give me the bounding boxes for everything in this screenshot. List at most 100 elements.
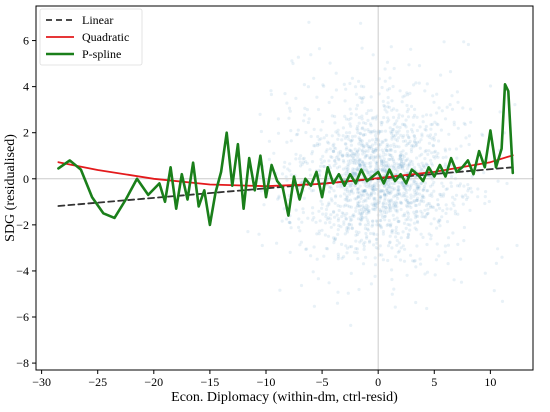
scatter-point (340, 138, 344, 142)
scatter-point (331, 143, 335, 148)
scatter-point (355, 167, 359, 171)
scatter-point (353, 171, 357, 175)
scatter-point (345, 190, 350, 194)
scatter-point (424, 204, 429, 208)
scatter-point (420, 161, 424, 165)
scatter-point (397, 219, 401, 223)
scatter-point (350, 138, 354, 142)
scatter-point (409, 193, 413, 197)
scatter-point (412, 221, 417, 225)
scatter-point (438, 224, 442, 228)
scatter-point (302, 156, 306, 160)
scatter-point (367, 161, 371, 166)
scatter-point (340, 214, 344, 219)
scatter-point (373, 263, 378, 267)
scatter-point (420, 181, 424, 185)
scatter-point (385, 164, 389, 168)
scatter-point (462, 239, 466, 243)
scatter-point (338, 204, 342, 208)
scatter-point (405, 158, 409, 162)
scatter-point (397, 181, 401, 185)
scatter-point (480, 132, 484, 136)
scatter-point (408, 139, 412, 143)
scatter-point (368, 184, 372, 188)
scatter-point (426, 202, 430, 206)
scatter-point (352, 213, 356, 217)
scatter-point (302, 83, 306, 87)
scatter-point (394, 208, 398, 212)
scatter-point (394, 168, 398, 172)
scatter-point (306, 85, 310, 89)
scatter-point (396, 250, 400, 254)
scatter-point (404, 191, 408, 195)
scatter-point (316, 143, 320, 148)
scatter-point (387, 206, 391, 210)
scatter-point (370, 202, 374, 206)
scatter-point (383, 108, 387, 112)
scatter-point (359, 238, 364, 242)
scatter-point (321, 212, 325, 216)
scatter-point (333, 236, 337, 240)
scatter-point (444, 155, 448, 159)
scatter-point (330, 199, 334, 203)
scatter-point (326, 234, 331, 238)
scatter-point (402, 134, 406, 138)
scatter-point (382, 115, 386, 120)
scatter-point (414, 209, 419, 213)
scatter-point (464, 193, 468, 197)
scatter-point (400, 182, 404, 186)
scatter-point (385, 189, 389, 193)
scatter-point (344, 203, 348, 207)
scatter-point (366, 220, 370, 224)
scatter-point (360, 127, 364, 131)
scatter-point (349, 205, 353, 209)
scatter-point (333, 159, 337, 163)
scatter-point (331, 149, 335, 153)
scatter-point (356, 131, 360, 135)
scatter-point (321, 154, 325, 158)
scatter-point (396, 192, 400, 196)
scatter-point (378, 155, 382, 160)
scatter-point (394, 228, 398, 232)
scatter-point (470, 190, 474, 194)
scatter-point (354, 183, 358, 187)
scatter-point (347, 153, 351, 157)
scatter-point (378, 244, 382, 248)
scatter-point (421, 188, 425, 192)
scatter-point (456, 212, 460, 216)
scatter-point (358, 163, 362, 167)
scatter-point (344, 173, 348, 178)
scatter-point (384, 183, 388, 187)
scatter-point (419, 232, 423, 236)
scatter-point (413, 113, 417, 117)
scatter-point (299, 154, 303, 158)
scatter-point (361, 163, 366, 167)
scatter-point (299, 283, 304, 288)
scatter-point (464, 136, 468, 140)
scatter-point (322, 84, 326, 88)
scatter-point (404, 143, 408, 148)
scatter-point (272, 151, 276, 155)
scatter-point (358, 131, 362, 135)
scatter-point (407, 164, 411, 168)
reference-lines (36, 6, 533, 370)
scatter-point (373, 142, 377, 146)
scatter-point (374, 156, 378, 160)
scatter-point (301, 207, 305, 211)
scatter-point (345, 230, 349, 234)
scatter-point (447, 132, 451, 136)
scatter-point (500, 299, 505, 303)
scatter-point (369, 161, 373, 165)
scatter-point (354, 158, 358, 162)
scatter-point (413, 140, 417, 144)
scatter-point (393, 181, 397, 185)
scatter-point (454, 193, 459, 197)
scatter-point (354, 239, 358, 243)
scatter-point (431, 143, 435, 147)
scatter-point (258, 112, 262, 116)
scatter-point (315, 232, 319, 236)
scatter-point (411, 162, 415, 167)
scatter-point (404, 125, 408, 129)
scatter-point (394, 231, 398, 235)
scatter-point (415, 244, 419, 248)
